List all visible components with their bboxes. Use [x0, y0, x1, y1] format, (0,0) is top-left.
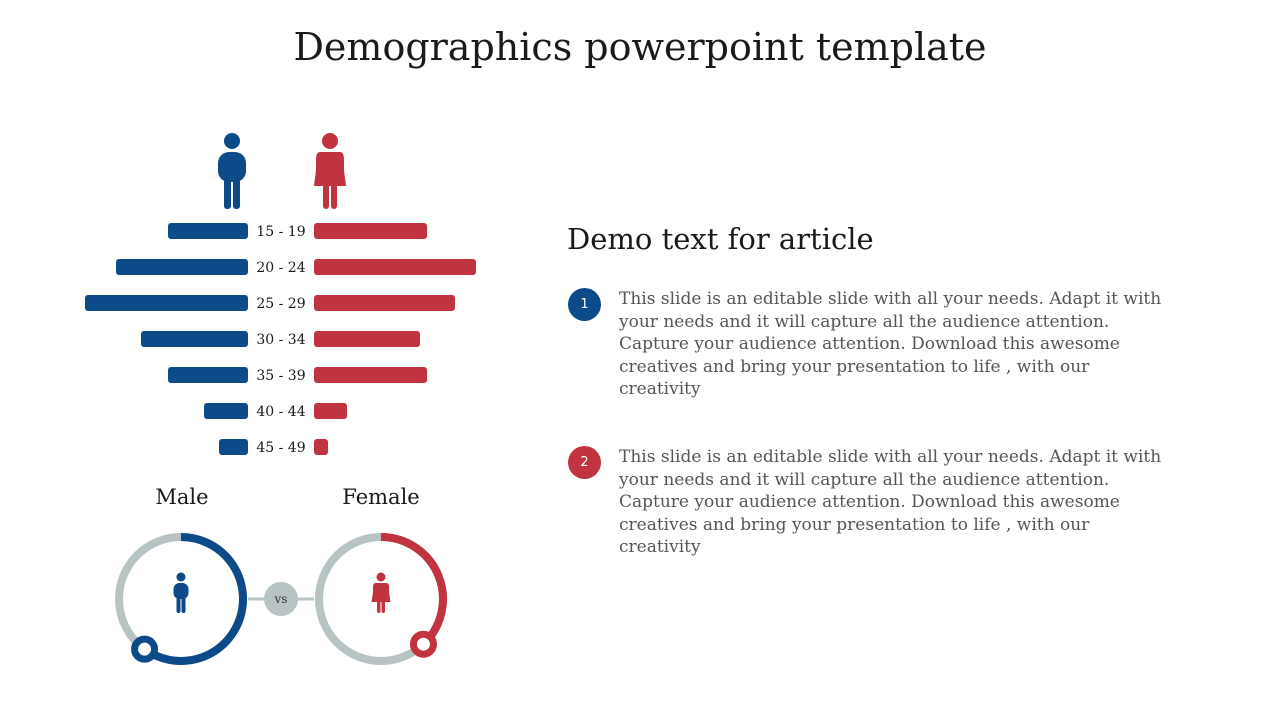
age-group-label-2: 25 - 29: [256, 296, 305, 312]
female-bar-6: [314, 439, 328, 455]
male-bar-6: [219, 439, 248, 455]
male-bar-5: [204, 403, 248, 419]
male-gauge-knob: [131, 635, 159, 663]
age-group-label-0: 15 - 19: [256, 224, 305, 240]
article-title: Demo text for article: [567, 222, 874, 256]
age-group-label-3: 30 - 34: [256, 332, 305, 348]
population-pyramid-chart: 15 - 19 20 - 24 25 - 29 30 - 34 35 - 39 40 - …: [85, 133, 476, 456]
point-text: This slide is an editable slide with all…: [619, 289, 1162, 400]
male-bar-4: [168, 367, 248, 383]
age-group-label-1: 20 - 24: [256, 260, 305, 276]
point-number-badge: 1: [568, 288, 601, 321]
female-person-icon: [314, 133, 346, 209]
male-bar-0: [168, 223, 248, 239]
male-gauge-arc: [142, 533, 247, 665]
male-person-icon: [218, 133, 246, 209]
point-text: This slide is an editable slide with all…: [619, 447, 1162, 558]
female-gauge-arc: [380, 533, 447, 648]
age-group-label-4: 35 - 39: [256, 368, 305, 384]
age-group-label-5: 40 - 44: [256, 404, 305, 420]
female-bar-2: [314, 295, 455, 311]
female-person-icon: [371, 572, 391, 613]
female-gauge-knob: [409, 630, 437, 658]
male-label: Male: [155, 485, 209, 509]
page-title: Demographics powerpoint template: [293, 25, 987, 69]
female-bar-3: [314, 331, 420, 347]
female-bar-0: [314, 223, 427, 239]
male-bar-3: [141, 331, 248, 347]
male-bar-1: [116, 259, 248, 275]
female-label: Female: [342, 485, 420, 509]
female-bar-5: [314, 403, 347, 419]
vs-label: vs: [274, 592, 288, 606]
gender-comparison: vs: [115, 533, 447, 665]
male-person-icon: [173, 572, 189, 613]
age-group-label-6: 45 - 49: [256, 440, 305, 456]
female-bar-4: [314, 367, 427, 383]
female-bar-1: [314, 259, 476, 275]
vs-badge: [264, 582, 298, 616]
male-bar-2: [85, 295, 248, 311]
point-number-badge: 2: [568, 446, 601, 479]
